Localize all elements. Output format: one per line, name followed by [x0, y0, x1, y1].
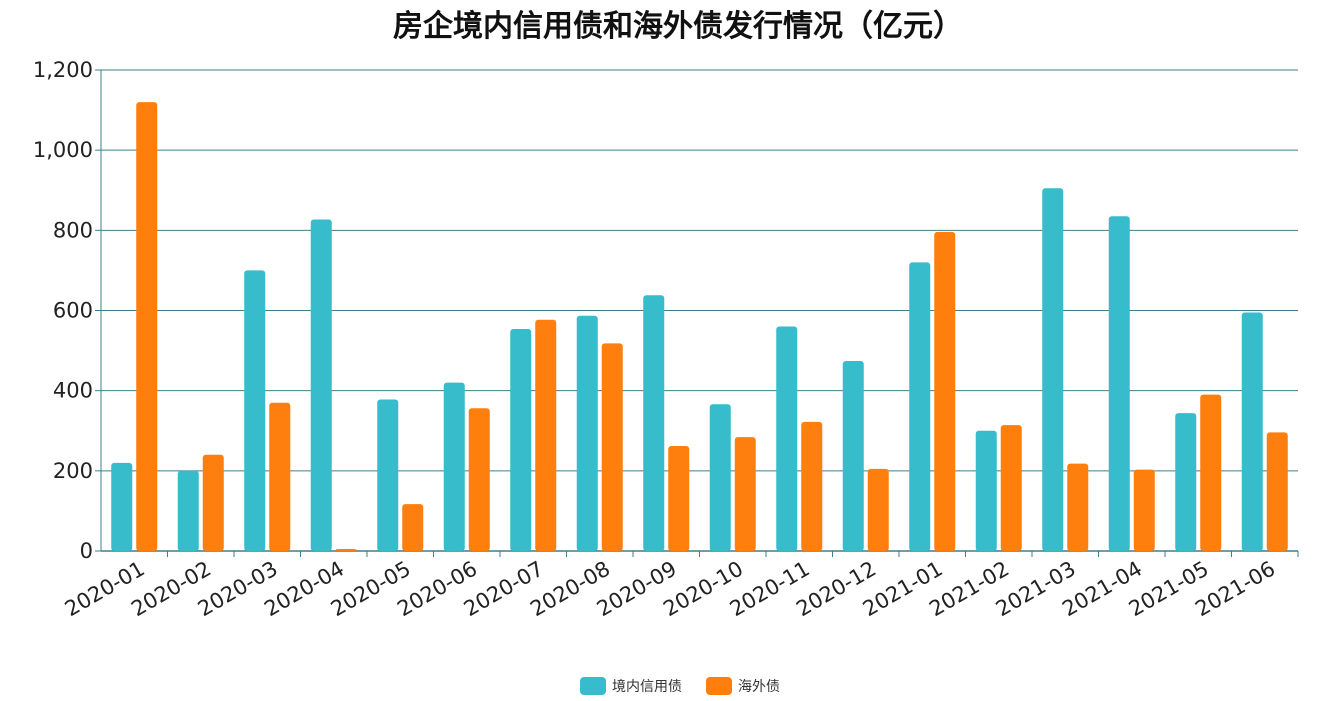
bar-domestic[interactable]	[909, 262, 931, 551]
bar-overseas[interactable]	[668, 445, 690, 551]
bar-overseas[interactable]	[335, 548, 357, 551]
y-tick-label: 400	[53, 379, 93, 403]
bar-overseas[interactable]	[269, 402, 291, 551]
bar-domestic[interactable]	[443, 382, 465, 551]
y-tick-labels: 0 200 400 600 800 1,000 1,200	[33, 58, 93, 563]
bar-overseas[interactable]	[136, 102, 158, 552]
bar-domestic[interactable]	[842, 361, 864, 551]
legend[interactable]: 境内信用债 海外债	[580, 677, 780, 695]
bar-domestic[interactable]	[576, 315, 598, 551]
bar-domestic[interactable]	[1175, 413, 1197, 551]
bar-overseas[interactable]	[1266, 432, 1288, 551]
y-tick-label: 600	[53, 299, 93, 323]
bar-overseas[interactable]	[734, 437, 756, 551]
bar-overseas[interactable]	[468, 408, 490, 551]
grid-lines	[101, 69, 1298, 472]
bar-domestic[interactable]	[1108, 216, 1130, 551]
bar-overseas[interactable]	[601, 343, 623, 551]
bar-overseas[interactable]	[934, 231, 956, 552]
bars	[111, 102, 1288, 552]
legend-swatch	[706, 677, 732, 695]
bar-overseas[interactable]	[867, 468, 889, 551]
bar-domestic[interactable]	[310, 219, 332, 551]
y-tick-label: 1,200	[33, 58, 93, 82]
bar-domestic[interactable]	[177, 470, 199, 551]
bar-domestic[interactable]	[244, 270, 266, 551]
bar-overseas[interactable]	[801, 421, 823, 551]
legend-label: 海外债	[738, 679, 780, 695]
bar-domestic[interactable]	[975, 430, 997, 551]
bar-overseas[interactable]	[1000, 425, 1022, 551]
chart-title: 房企境内信用债和海外债发行情况（亿元）	[393, 9, 963, 44]
x-tick-labels: 2020-012020-022020-032020-042020-052020-…	[61, 557, 1279, 622]
bar-domestic[interactable]	[1241, 312, 1263, 551]
axes	[95, 69, 1299, 557]
bar-overseas[interactable]	[1133, 469, 1155, 551]
y-tick-label: 1,000	[33, 138, 93, 162]
legend-swatch	[580, 677, 606, 695]
y-tick-label: 200	[53, 459, 93, 483]
y-tick-label: 800	[53, 218, 93, 242]
bar-domestic[interactable]	[1042, 188, 1064, 551]
bar-overseas[interactable]	[535, 319, 557, 551]
bar-overseas[interactable]	[202, 454, 224, 551]
bar-domestic[interactable]	[377, 399, 399, 551]
bar-overseas[interactable]	[402, 504, 424, 551]
y-tick-label: 0	[80, 539, 93, 563]
legend-label: 境内信用债	[612, 679, 682, 695]
bar-overseas[interactable]	[1067, 463, 1089, 551]
bar-domestic[interactable]	[510, 328, 532, 551]
bar-domestic[interactable]	[709, 404, 731, 551]
bar-domestic[interactable]	[776, 326, 798, 551]
legend-item-domestic[interactable]: 境内信用债	[580, 677, 682, 695]
legend-item-overseas[interactable]: 海外债	[706, 677, 780, 695]
bar-domestic[interactable]	[643, 295, 665, 551]
bar-overseas[interactable]	[1200, 394, 1222, 551]
bar-domestic[interactable]	[111, 462, 133, 551]
